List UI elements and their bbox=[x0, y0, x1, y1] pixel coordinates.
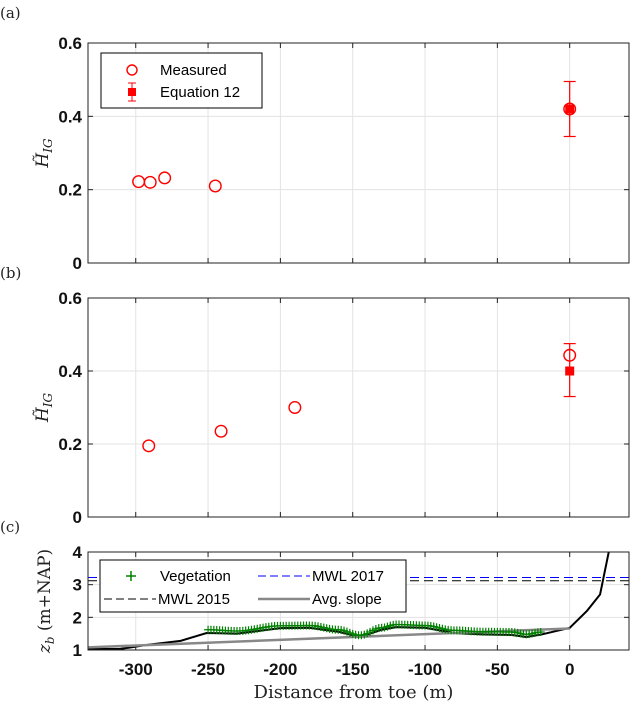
legend-label-equation: Equation 12 bbox=[160, 84, 240, 101]
x-tick-label: -50 bbox=[485, 660, 510, 679]
panel-b: (b) 0 0.2 0.4 0.6 H̃IG bbox=[0, 264, 630, 527]
panel-label: (b) bbox=[0, 264, 21, 282]
measured-point bbox=[158, 171, 172, 185]
x-tick-label: -150 bbox=[336, 660, 370, 679]
y-label-main: H̃ bbox=[33, 406, 53, 423]
x-tick-label: -200 bbox=[263, 660, 297, 679]
y-tick-label: 0.4 bbox=[58, 107, 82, 126]
vegetation-marker bbox=[536, 628, 545, 637]
y-tick-label: 3 bbox=[73, 576, 82, 595]
legend-label-measured: Measured bbox=[160, 62, 227, 79]
y-axis-label: H̃IG bbox=[33, 393, 55, 424]
y-tick-label: 0.2 bbox=[58, 435, 82, 454]
axes-box bbox=[87, 551, 630, 651]
measured-point bbox=[563, 348, 577, 362]
x-tick-label: -100 bbox=[408, 660, 442, 679]
y-tick-label: 0.6 bbox=[58, 34, 82, 53]
legend-marker-vegetation bbox=[126, 571, 136, 581]
y-tick-label: 0 bbox=[73, 254, 82, 273]
panel-a: (a) 0 0.2 0.4 0.6 H̃IG Measured Equation 12 bbox=[0, 4, 630, 273]
x-tick-label: 0 bbox=[565, 660, 574, 679]
y-label-main: z bbox=[35, 643, 55, 654]
x-tick-label: -300 bbox=[119, 660, 153, 679]
y-tick-label: 2 bbox=[73, 608, 82, 627]
y-label-sub: b bbox=[43, 636, 57, 644]
y-tick-label: 0 bbox=[73, 508, 82, 527]
plot-area bbox=[132, 80, 577, 193]
y-tick-label: 0.4 bbox=[58, 362, 82, 381]
x-tick-label: -250 bbox=[191, 660, 225, 679]
measured-point bbox=[132, 175, 146, 189]
plot-area bbox=[142, 343, 577, 453]
legend-marker-measured bbox=[126, 64, 138, 76]
x-axis-label: Distance from toe (m) bbox=[254, 682, 454, 703]
legend-marker-equation bbox=[128, 88, 136, 96]
axes-box bbox=[87, 42, 630, 264]
measured-point bbox=[288, 401, 302, 415]
measured-point bbox=[563, 102, 577, 116]
measured-point bbox=[214, 424, 228, 438]
y-tick-label: 0.6 bbox=[58, 289, 82, 308]
y-label-unit: (m+NAP) bbox=[35, 549, 55, 637]
legend: Measured Equation 12 bbox=[100, 52, 263, 109]
legend: Vegetation MWL 2017 MWL 2015 Avg. slope bbox=[99, 559, 407, 613]
legend-box bbox=[99, 559, 407, 613]
legend-label-mwl-2017: MWL 2017 bbox=[312, 568, 384, 585]
y-label-main: H̃ bbox=[33, 152, 53, 169]
y-axis-label: zb (m+NAP) bbox=[35, 549, 57, 654]
panel-label: (a) bbox=[0, 4, 21, 22]
y-label-sub: IG bbox=[41, 138, 55, 154]
measured-point bbox=[142, 439, 156, 453]
y-label-sub: IG bbox=[41, 393, 55, 409]
y-tick-label: 0.2 bbox=[58, 181, 82, 200]
axes-box bbox=[87, 297, 630, 518]
legend-box bbox=[100, 52, 263, 109]
equation-12-marker bbox=[565, 366, 575, 376]
equation-12-marker bbox=[565, 104, 575, 114]
y-tick-label: 4 bbox=[73, 543, 83, 562]
measured-point bbox=[143, 175, 157, 189]
legend-label-vegetation: Vegetation bbox=[160, 568, 231, 585]
bed-profile-line bbox=[88, 552, 610, 650]
y-axis-label: H̃IG bbox=[33, 138, 55, 169]
legend-label-avg-slope: Avg. slope bbox=[312, 591, 382, 608]
measured-point bbox=[208, 179, 222, 193]
panel-label: (c) bbox=[0, 518, 20, 536]
legend-label-mwl-2015: MWL 2015 bbox=[158, 591, 230, 608]
y-tick-label: 1 bbox=[73, 641, 82, 660]
panel-c: (c) 1 2 3 4 zb (m+NAP) -300 -250 -200 -150 -100 -50… bbox=[0, 518, 630, 703]
